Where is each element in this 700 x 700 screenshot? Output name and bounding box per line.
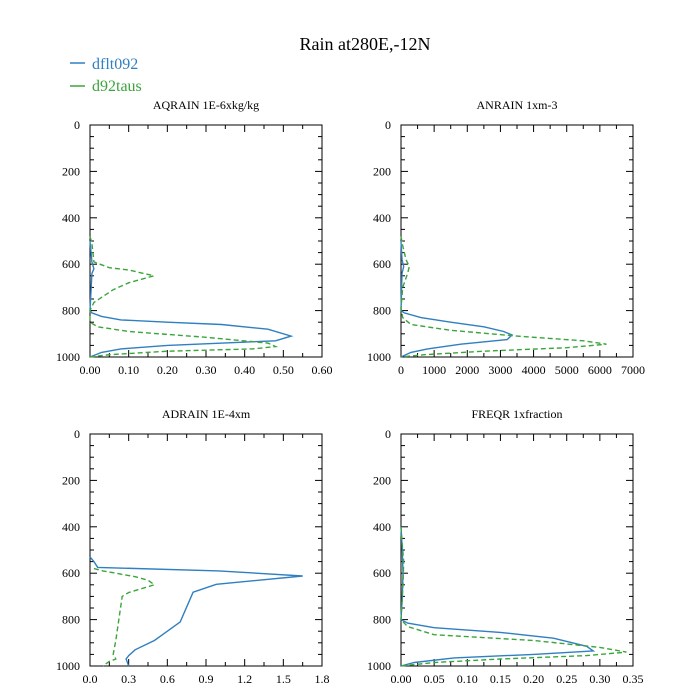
x-tick-label: 0.35 — [623, 672, 644, 686]
y-tick-label: 800 — [373, 613, 391, 627]
panel-aqrain: AQRAIN 1E-6xkg/kg 0.00 0.10 0.20 0.30 0.40 0.5… — [56, 98, 333, 377]
y-tick-label: 1000 — [56, 659, 80, 673]
y-tick-label: 600 — [62, 257, 80, 271]
y-tick-label: 1000 — [367, 350, 391, 364]
x-tick-label: 0.20 — [157, 363, 178, 377]
x-tick-label: 0.10 — [118, 363, 139, 377]
y-tick-label: 800 — [62, 613, 80, 627]
y-tick-label: 0 — [385, 118, 391, 132]
plot-frame — [400, 433, 634, 667]
y-tick-label: 0 — [385, 427, 391, 441]
y-tick-label: 200 — [373, 164, 391, 178]
x-tick-label: 0.10 — [457, 672, 478, 686]
x-tick-label: 0.00 — [80, 363, 101, 377]
y-tick-label: 400 — [62, 211, 80, 225]
x-tick-label: 0.05 — [424, 672, 445, 686]
x-tick-label: 0.00 — [391, 672, 412, 686]
series-line-d92taus — [93, 567, 156, 667]
y-tick-label: 0 — [74, 118, 80, 132]
panel-title: FREQR 1xfraction — [472, 407, 563, 421]
x-tick-label: 1.8 — [315, 672, 330, 686]
x-tick-label: 0.3 — [121, 672, 136, 686]
series-line-dflt092 — [89, 556, 303, 667]
legend: dflt092 d92taus — [70, 56, 142, 95]
x-tick-label: 0.60 — [312, 363, 333, 377]
y-tick-label: 600 — [373, 566, 391, 580]
panel-anrain: ANRAIN 1xm-30 1000 2000 3000 4000 5000 6000 700… — [367, 98, 645, 377]
figure-title: Rain at280E,-12N — [300, 34, 431, 54]
x-tick-label: 0.20 — [523, 672, 544, 686]
series-line-d92taus — [400, 236, 607, 358]
legend-label-dflt092: dflt092 — [92, 56, 138, 73]
x-tick-label: 0.25 — [556, 672, 577, 686]
x-tick-label: 6000 — [588, 363, 612, 377]
plot-frame — [400, 124, 634, 358]
y-tick-label: 200 — [62, 473, 80, 487]
y-tick-label: 600 — [62, 566, 80, 580]
x-tick-label: 0 — [398, 363, 404, 377]
series-line-d92taus — [89, 236, 279, 358]
x-tick-label: 1000 — [422, 363, 446, 377]
x-tick-label: 5000 — [555, 363, 579, 377]
y-tick-label: 800 — [62, 304, 80, 318]
panel-adrain: ADRAIN 1E-4xm 0.0 0.3 0.6 0.9 1.2 1.5 1.8 0 200 40… — [56, 407, 330, 686]
legend-label-d92taus: d92taus — [92, 78, 142, 95]
x-tick-label: 0.30 — [589, 672, 610, 686]
x-tick-label: 0.9 — [199, 672, 214, 686]
x-tick-label: 0.40 — [234, 363, 255, 377]
x-tick-label: 7000 — [621, 363, 645, 377]
y-tick-label: 200 — [62, 164, 80, 178]
panel-title: AQRAIN 1E-6xkg/kg — [153, 98, 259, 112]
x-tick-label: 1.5 — [276, 672, 291, 686]
x-tick-label: 0.30 — [196, 363, 217, 377]
panel-title: ADRAIN 1E-4xm — [162, 407, 251, 421]
y-tick-label: 800 — [373, 304, 391, 318]
y-tick-label: 1000 — [367, 659, 391, 673]
series-line-dflt092 — [400, 526, 596, 667]
plot-frame — [89, 124, 323, 358]
series-line-dflt092 — [89, 240, 294, 358]
y-tick-label: 400 — [62, 520, 80, 534]
x-tick-label: 0.6 — [160, 672, 175, 686]
x-tick-label: 3000 — [488, 363, 512, 377]
x-tick-label: 0.0 — [83, 672, 98, 686]
y-tick-label: 1000 — [56, 350, 80, 364]
plot-frame — [89, 433, 323, 667]
y-tick-label: 200 — [373, 473, 391, 487]
x-tick-label: 0.15 — [490, 672, 511, 686]
x-tick-label: 1.2 — [237, 672, 252, 686]
y-tick-label: 400 — [373, 211, 391, 225]
x-tick-label: 0.50 — [273, 363, 294, 377]
y-tick-label: 600 — [373, 257, 391, 271]
y-tick-label: 0 — [74, 427, 80, 441]
panel-freqr: FREQR 1xfraction 0.00 0.05 0.10 0.15 0.20 0.25… — [367, 407, 644, 686]
y-tick-label: 400 — [373, 520, 391, 534]
panel-title: ANRAIN 1xm-3 — [477, 98, 558, 112]
series-line-dflt092 — [400, 240, 514, 358]
x-tick-label: 4000 — [522, 363, 546, 377]
x-tick-label: 2000 — [455, 363, 479, 377]
series-line-d92taus — [400, 526, 627, 667]
